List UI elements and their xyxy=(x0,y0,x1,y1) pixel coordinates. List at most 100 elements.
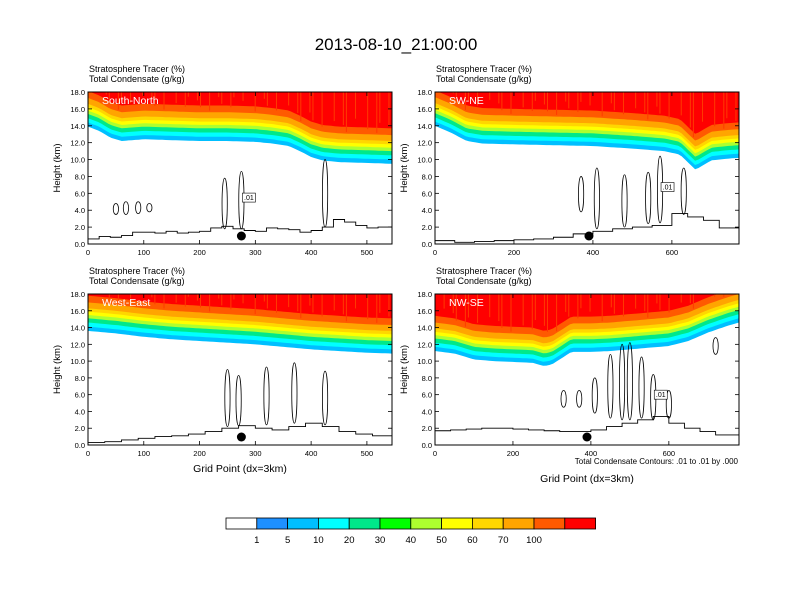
panel-label: NW-SE xyxy=(449,297,484,309)
y-tick-label: 16.0 xyxy=(70,105,85,114)
y-tick-label: 8.0 xyxy=(422,374,432,383)
y-tick-label: 0.0 xyxy=(75,240,85,249)
condensate-contour-5 xyxy=(626,342,633,421)
x-tick-label: 200 xyxy=(193,449,206,458)
condensate-contour-3 xyxy=(607,353,614,419)
condensate-contour-0 xyxy=(560,390,567,408)
y-tick-label: 16.0 xyxy=(417,307,432,316)
x-tick-label: 100 xyxy=(138,449,151,458)
colorbar-box-9 xyxy=(502,517,535,530)
figure-title: 2013-08-10_21:00:00 xyxy=(315,35,478,54)
panel-west-east: West-East Stratosphere Tracer (%)Total Co… xyxy=(52,266,393,475)
y-tick-label: 2.0 xyxy=(422,223,432,232)
panel-label: South-North xyxy=(102,95,159,107)
condensate-contour-2 xyxy=(591,377,598,414)
colorbar-box-8 xyxy=(471,517,504,530)
x-tick-label: 0 xyxy=(86,449,90,458)
colorbar-box-5 xyxy=(379,517,412,530)
y-tick-label: 8.0 xyxy=(75,172,85,181)
header-line-1: Stratosphere Tracer (%) xyxy=(436,266,532,276)
colorbar-box-1 xyxy=(256,517,288,530)
colorbar-label: 60 xyxy=(467,535,478,546)
y-tick-label: 12.0 xyxy=(417,139,432,148)
panel-frame xyxy=(434,91,740,245)
colorbar-box-2 xyxy=(287,517,319,530)
contour-label: .01 xyxy=(663,185,673,192)
y-tick-label: 14.0 xyxy=(417,324,432,333)
header-line-2: Total Condensate (g/kg) xyxy=(436,74,532,84)
header-line-1: Stratosphere Tracer (%) xyxy=(89,266,185,276)
colorbar-label: 10 xyxy=(313,535,324,546)
condensate-contour-0 xyxy=(224,369,231,427)
x-tick-label: 500 xyxy=(361,248,374,257)
condensate-contour-1 xyxy=(593,167,600,230)
y-axis-label: Height (km) xyxy=(52,345,63,394)
condensate-contour-0 xyxy=(112,203,119,215)
contour-label: .01 xyxy=(244,195,254,202)
panel-plot-area xyxy=(88,294,392,443)
panel-label: West-East xyxy=(102,297,150,309)
y-tick-label: 4.0 xyxy=(422,206,432,215)
y-tick-label: 6.0 xyxy=(75,391,85,400)
condensate-contour-8 xyxy=(665,390,672,419)
y-tick-label: 4.0 xyxy=(75,206,85,215)
x-axis-label: Grid Point (dx=3km) xyxy=(193,463,287,475)
header-line-2: Total Condensate (g/kg) xyxy=(436,276,532,286)
colorbar-label: 5 xyxy=(285,535,290,546)
y-tick-label: 18.0 xyxy=(417,290,432,299)
condensate-contour-2 xyxy=(135,201,142,215)
y-tick-label: 14.0 xyxy=(70,324,85,333)
condensate-contour-6 xyxy=(322,159,329,228)
contour-label-box xyxy=(653,389,668,400)
x-tick-label: 200 xyxy=(508,248,521,257)
x-tick-label: 500 xyxy=(361,449,374,458)
contour-label-box xyxy=(660,182,675,192)
condensate-contour-3 xyxy=(291,362,298,424)
x-tick-label: 600 xyxy=(663,449,676,458)
y-tick-label: 0.0 xyxy=(422,240,432,249)
y-tick-label: 2.0 xyxy=(75,424,85,433)
panel-frame xyxy=(434,293,740,446)
y-tick-label: 18.0 xyxy=(417,88,432,97)
panel-nw-se: .01 NW-SE Stratosphere Tracer (%)Total Con… xyxy=(399,266,740,485)
colorbar-label: 30 xyxy=(375,535,386,546)
colorbar-box-10 xyxy=(533,517,566,530)
y-tick-label: 6.0 xyxy=(75,189,85,198)
condensate-contour-1 xyxy=(576,390,583,408)
y-tick-label: 14.0 xyxy=(417,122,432,131)
location-marker xyxy=(582,432,592,442)
x-axis-label: Grid Point (dx=3km) xyxy=(540,473,634,485)
x-tick-label: 400 xyxy=(587,248,600,257)
y-axis-label: Height (km) xyxy=(399,143,410,192)
x-tick-label: 0 xyxy=(433,449,437,458)
colorbar-box-3 xyxy=(317,517,350,530)
x-tick-label: 200 xyxy=(193,248,206,257)
y-tick-label: 8.0 xyxy=(75,374,85,383)
colorbar-label: 40 xyxy=(406,535,417,546)
contour-label: .01 xyxy=(656,392,666,399)
location-marker xyxy=(236,432,246,442)
panel-plot-area: .01 xyxy=(435,92,739,243)
y-tick-label: 14.0 xyxy=(70,122,85,131)
condensate-contour-1 xyxy=(235,374,242,427)
panel-sw-ne: .01 SW-NE Stratosphere Tracer (%)Total Con… xyxy=(399,64,740,257)
y-tick-label: 0.0 xyxy=(75,441,85,450)
y-axis-label: Height (km) xyxy=(52,143,63,192)
colorbar-label: 20 xyxy=(344,535,355,546)
x-tick-label: 300 xyxy=(249,449,262,458)
condensate-contour-3 xyxy=(146,203,153,213)
condensate-contour-4 xyxy=(657,155,664,224)
header-line-2: Total Condensate (g/kg) xyxy=(89,276,185,286)
location-marker xyxy=(236,231,246,241)
header-line-2: Total Condensate (g/kg) xyxy=(89,74,185,84)
y-tick-label: 12.0 xyxy=(70,139,85,148)
colorbar-box-7 xyxy=(441,517,473,530)
x-tick-label: 400 xyxy=(305,449,318,458)
y-tick-label: 2.0 xyxy=(75,223,85,232)
y-tick-label: 10.0 xyxy=(70,357,85,366)
condensate-contour-2 xyxy=(263,366,270,426)
y-tick-label: 18.0 xyxy=(70,290,85,299)
y-tick-label: 2.0 xyxy=(422,424,432,433)
colorbar-label: 70 xyxy=(498,535,509,546)
